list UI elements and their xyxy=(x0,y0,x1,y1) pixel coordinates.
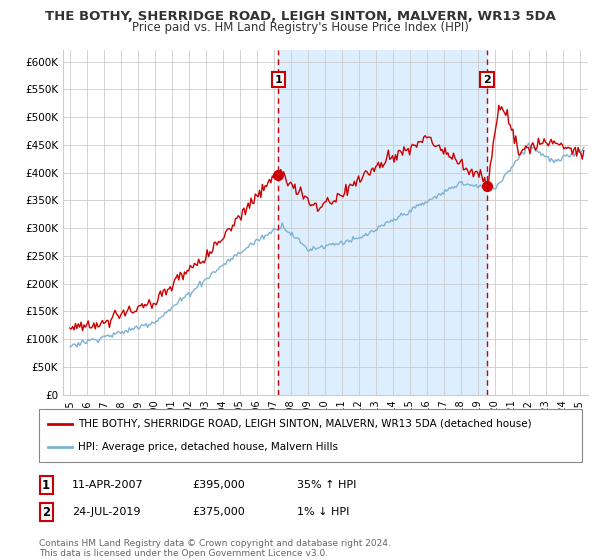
Text: HPI: Average price, detached house, Malvern Hills: HPI: Average price, detached house, Malv… xyxy=(78,442,338,452)
Text: Contains HM Land Registry data © Crown copyright and database right 2024.
This d: Contains HM Land Registry data © Crown c… xyxy=(39,539,391,558)
Text: 1: 1 xyxy=(42,479,50,492)
Text: 11-APR-2007: 11-APR-2007 xyxy=(72,480,143,490)
Text: £375,000: £375,000 xyxy=(192,507,245,517)
Text: THE BOTHY, SHERRIDGE ROAD, LEIGH SINTON, MALVERN, WR13 5DA (detached house): THE BOTHY, SHERRIDGE ROAD, LEIGH SINTON,… xyxy=(78,419,532,429)
Text: 2: 2 xyxy=(42,506,50,519)
Text: Price paid vs. HM Land Registry's House Price Index (HPI): Price paid vs. HM Land Registry's House … xyxy=(131,21,469,34)
Text: 1: 1 xyxy=(275,74,283,85)
Text: 35% ↑ HPI: 35% ↑ HPI xyxy=(297,480,356,490)
Bar xyxy=(278,50,487,395)
Text: 2: 2 xyxy=(483,74,491,85)
Text: 1% ↓ HPI: 1% ↓ HPI xyxy=(297,507,349,517)
Text: 24-JUL-2019: 24-JUL-2019 xyxy=(72,507,140,517)
Text: £395,000: £395,000 xyxy=(192,480,245,490)
Text: THE BOTHY, SHERRIDGE ROAD, LEIGH SINTON, MALVERN, WR13 5DA: THE BOTHY, SHERRIDGE ROAD, LEIGH SINTON,… xyxy=(44,10,556,22)
